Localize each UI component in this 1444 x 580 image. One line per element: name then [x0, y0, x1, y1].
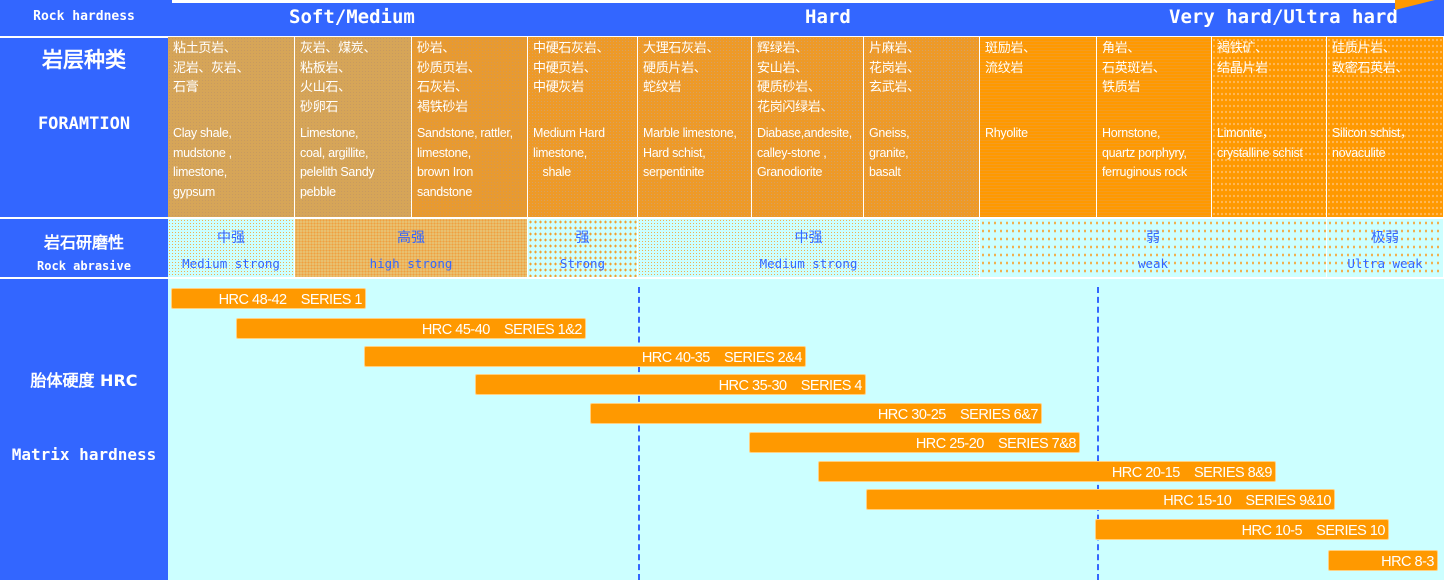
divider	[0, 217, 1444, 219]
formation-en: Clay shale, mudstone , limestone, gypsum	[173, 126, 232, 199]
formation-label: 岩层种类 FORAMTION	[0, 37, 168, 218]
formation-en: Limestone, coal, argillite, pelelith San…	[300, 126, 375, 199]
boundary-dashed-line	[638, 287, 640, 580]
header-very-hard: Very hard/Ultra hard	[1169, 6, 1398, 28]
matrix-hardness-bar: HRC 40-35 SERIES 2&4	[364, 346, 806, 367]
abrasive-cell: 强 Strong	[528, 219, 638, 277]
formation-cn: 粘土页岩、 泥岩、灰岩、 石膏	[173, 40, 250, 94]
abrasive-cn: 中强	[217, 230, 245, 246]
abrasive-cell: 弱 weak	[980, 219, 1327, 277]
matrix-label: 胎体硬度 HRC Matrix hardness	[0, 279, 168, 580]
abrasive-en: Ultra weak	[1347, 256, 1423, 271]
formation-cn: 斑励岩、 流纹岩	[985, 40, 1036, 75]
matrix-cn: 胎体硬度 HRC	[30, 371, 138, 390]
matrix-hardness-bar: HRC 25-20 SERIES 7&8	[749, 432, 1080, 453]
matrix-hardness-bar: HRC 15-10 SERIES 9&10	[866, 489, 1335, 510]
formation-en: Marble limestone, Hard schist, serpentin…	[643, 126, 737, 179]
formation-cn: 硅质片岩、 致密石英岩、	[1332, 40, 1409, 75]
abrasive-cell: 中强 Medium strong	[168, 219, 295, 277]
matrix-en: Matrix hardness	[11, 445, 157, 464]
formation-cell: 片麻岩、 花岗岩、 玄武岩、 Gneiss, granite, basalt	[864, 37, 980, 218]
matrix-hardness-bar: HRC 35-30 SERIES 4	[475, 374, 866, 395]
formation-en: Diabase,andesite, calley-stone , Granodi…	[757, 126, 852, 179]
matrix-hardness-bar: HRC 48-42 SERIES 1	[171, 288, 366, 309]
formation-cell: 斑励岩、 流纹岩 Rhyolite	[980, 37, 1097, 218]
formation-cell: 大理石灰岩、 硬质片岩、 蛇纹岩 Marble limestone, Hard s…	[638, 37, 752, 218]
abrasive-cell: 高强 high strong	[295, 219, 528, 277]
formation-cell: 褐铁矿、 结晶片岩 Limonite， crystalline schist	[1212, 37, 1327, 218]
matrix-hardness-bar: HRC 10-5 SERIES 10	[1095, 519, 1389, 540]
matrix-hardness-bar: HRC 20-15 SERIES 8&9	[818, 461, 1276, 482]
abrasive-cn: 极弱	[1371, 230, 1399, 246]
matrix-hardness-bar: HRC 8-3	[1328, 550, 1438, 571]
formation-cell: 中硬石灰岩、 中硬页岩、 中硬灰岩 Medium Hard limestone, …	[528, 37, 638, 218]
abrasive-en: Medium strong	[182, 256, 280, 271]
matrix-hardness-bar: HRC 30-25 SERIES 6&7	[590, 403, 1042, 424]
abrasive-en: Medium strong	[759, 256, 858, 271]
abrasive-en: high strong	[369, 256, 453, 271]
formation-en: Hornstone, quartz porphyry, ferruginous …	[1102, 126, 1187, 179]
abrasive-en: Rock abrasive	[37, 259, 131, 273]
formation-en: FORAMTION	[37, 114, 131, 134]
formation-cell: 灰岩、煤炭、 粘板岩、 火山石、 砂卵石 Limestone, coal, arg…	[295, 37, 412, 218]
formation-cn: 砂岩、 砂质页岩、 石灰岩、 褐铁砂岩	[417, 40, 481, 114]
formation-cn: 辉绿岩、 安山岩、 硬质砂岩、 花岗闪绿岩、	[757, 40, 834, 114]
abrasive-cn: 弱	[1146, 230, 1160, 246]
formation-cell: 硅质片岩、 致密石英岩、 Silicon schist， novaculite	[1327, 37, 1444, 218]
formation-en: Gneiss, granite, basalt	[869, 126, 910, 179]
formation-cn: 中硬石灰岩、 中硬页岩、 中硬灰岩	[533, 40, 610, 94]
formation-cn: 灰岩、煤炭、 粘板岩、 火山石、 砂卵石	[300, 40, 377, 114]
abrasive-cn: 岩石研磨性	[43, 233, 124, 252]
formation-en: Limonite， crystalline schist	[1217, 126, 1303, 160]
abrasive-cn: 强	[575, 230, 590, 246]
formation-en: Rhyolite	[985, 126, 1028, 140]
header-soft-medium: Soft/Medium	[289, 6, 415, 28]
abrasive-cn: 中强	[794, 230, 823, 246]
boundary-dashed-line	[1097, 287, 1099, 580]
formation-cell: 粘土页岩、 泥岩、灰岩、 石膏 Clay shale, mudstone , li…	[168, 37, 295, 218]
formation-cn: 岩层种类	[42, 48, 126, 72]
formation-cell: 砂岩、 砂质页岩、 石灰岩、 褐铁砂岩 Sandstone, rattler, l…	[412, 37, 528, 218]
formation-en: Medium Hard limestone, shale	[533, 126, 605, 179]
abrasive-label: 岩石研磨性 Rock abrasive	[0, 219, 168, 277]
formation-en: Sandstone, rattler, limestone, brown Iro…	[417, 126, 513, 199]
abrasive-cell: 中强 Medium strong	[638, 219, 980, 277]
formation-cn: 角岩、 石英斑岩、 铁质岩	[1102, 40, 1166, 94]
formation-cn: 片麻岩、 花岗岩、 玄武岩、	[869, 40, 920, 94]
hardness-header: Soft/Medium Hard Very hard/Ultra hard	[168, 0, 1444, 36]
formation-en: Silicon schist， novaculite	[1332, 126, 1413, 160]
formation-cn: 大理石灰岩、 硬质片岩、 蛇纹岩	[643, 40, 720, 94]
abrasive-en: Strong	[559, 256, 606, 271]
formation-cell: 角岩、 石英斑岩、 铁质岩 Hornstone, quartz porphyry,…	[1097, 37, 1212, 218]
divider	[0, 277, 1444, 279]
rock-hardness-label: Rock hardness	[0, 0, 168, 36]
abrasive-en: weak	[1137, 256, 1169, 271]
header-hard: Hard	[805, 6, 851, 28]
hardness-arrow-line	[172, 0, 1402, 3]
matrix-hardness-bar: HRC 45-40 SERIES 1&2	[236, 318, 586, 339]
formation-cn: 褐铁矿、 结晶片岩	[1217, 40, 1268, 75]
hardness-arrow-head	[1395, 0, 1435, 10]
abrasive-cell: 极弱 Ultra weak	[1327, 219, 1444, 277]
abrasive-cn: 高强	[397, 230, 425, 246]
formation-cell: 辉绿岩、 安山岩、 硬质砂岩、 花岗闪绿岩、 Diabase,andesite, …	[752, 37, 864, 218]
